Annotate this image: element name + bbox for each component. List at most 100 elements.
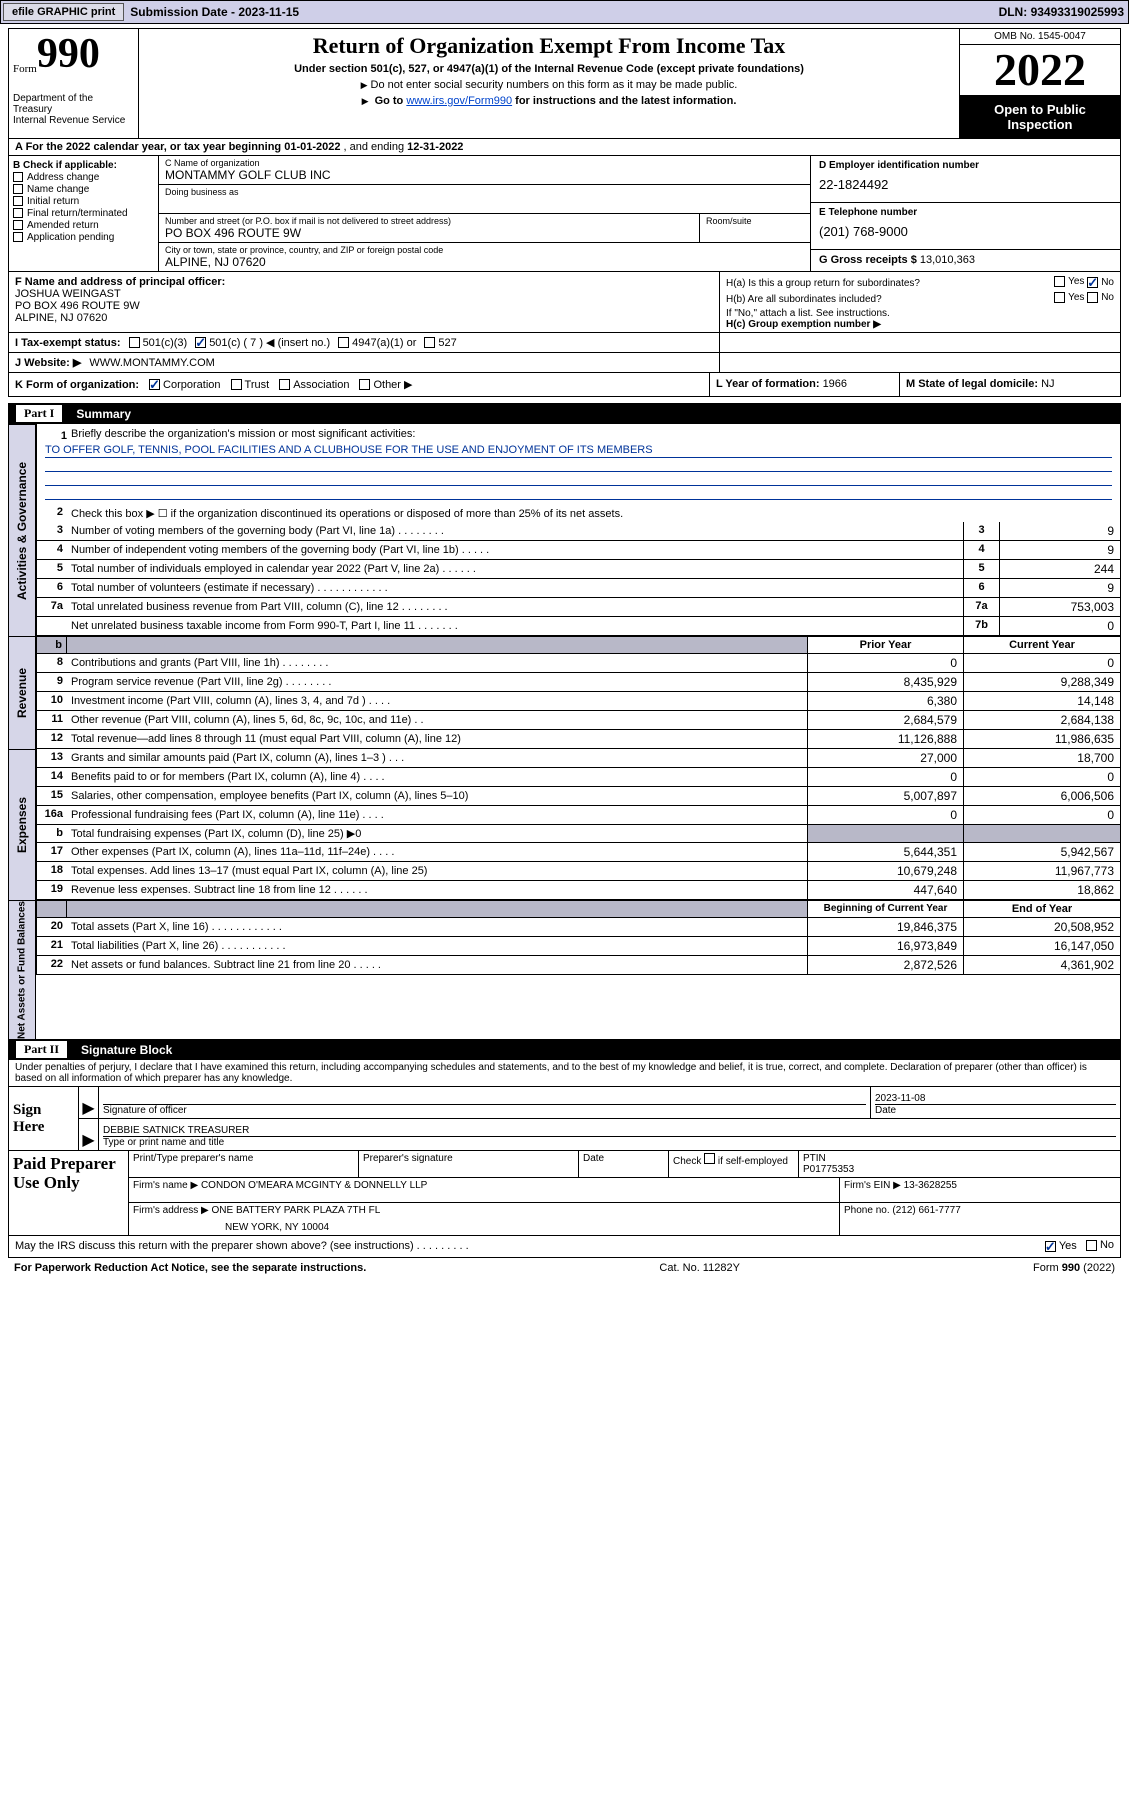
i-tax-exempt: I Tax-exempt status: 501(c)(3) 501(c) ( … [9,333,720,352]
line-9-prior: 8,435,929 [808,673,964,691]
form-header: Form990 Department of the Treasury Inter… [8,28,1121,139]
efile-print-button[interactable]: efile GRAPHIC print [3,3,124,21]
line-11-text: Other revenue (Part VIII, column (A), li… [67,711,808,729]
line-11-current: 2,684,138 [964,711,1120,729]
line-3-num: 3 [964,522,1000,540]
side-label-netassets: Net Assets or Fund Balances [8,900,36,1039]
l-year-formation: L Year of formation: 1966 [710,373,900,396]
c-city: City or town, state or province, country… [159,243,810,271]
line-8-prior: 0 [808,654,964,672]
mission-text: TO OFFER GOLF, TENNIS, POOL FACILITIES A… [45,444,1112,458]
officer-signature-line[interactable] [103,1089,866,1105]
k-form-of-org: K Form of organization: Corporation Trus… [9,373,710,396]
dln-label: DLN: 93493319025993 [995,5,1128,19]
d-ein: D Employer identification number 22-1824… [811,156,1120,203]
line-8-current: 0 [964,654,1120,672]
chk-name-change[interactable]: Name change [13,184,154,195]
officer-signature-label: Signature of officer [103,1105,866,1116]
line-14-text: Benefits paid to or for members (Part IX… [67,768,808,786]
line-18-prior: 10,679,248 [808,862,964,880]
col-end-year: End of Year [964,901,1120,917]
sign-here-label: Sign Here [9,1087,79,1150]
chk-initial-return[interactable]: Initial return [13,196,154,207]
form-subtitle: Under section 501(c), 527, or 4947(a)(1)… [147,63,951,75]
line-19-current: 18,862 [964,881,1120,899]
m-state-domicile: M State of legal domicile: NJ [900,373,1120,396]
officer-name-value: DEBBIE SATNICK TREASURER [103,1121,1116,1137]
line1-question: Briefly describe the organization's miss… [71,428,415,444]
line-b-current [964,825,1120,842]
form-title: Return of Organization Exempt From Incom… [147,33,951,59]
line-8-text: Contributions and grants (Part VIII, lin… [67,654,808,672]
side-label-governance: Activities & Governance [8,424,36,636]
chk-final-return[interactable]: Final return/terminated [13,208,154,219]
paid-preparer-label: Paid Preparer Use Only [9,1151,129,1235]
line-19-prior: 447,640 [808,881,964,899]
ha-no[interactable]: No [1087,277,1114,288]
chk-self-employed[interactable] [704,1153,715,1164]
chk-application-pending[interactable]: Application pending [13,232,154,243]
hc-label: H(c) Group exemption number ▶ [726,319,1114,330]
line-20-text: Total assets (Part X, line 16) . . . . .… [67,918,808,936]
ha-yes[interactable]: Yes [1054,276,1084,287]
line-18-current: 11,967,773 [964,862,1120,880]
line-14-current: 0 [964,768,1120,786]
k-corp[interactable]: Corporation [149,379,220,391]
sign-arrow-icon: ▶ [79,1087,99,1118]
k-assoc[interactable]: Association [279,379,349,391]
instructions-note: Go to www.irs.gov/Form990 for instructio… [147,95,951,107]
side-label-expenses: Expenses [8,749,36,900]
line-6-value: 9 [1000,579,1120,597]
line-14-prior: 0 [808,768,964,786]
hb-label: H(b) Are all subordinates included? [726,294,882,305]
col-begin-year: Beginning of Current Year [808,901,964,917]
line-22-text: Net assets or fund balances. Subtract li… [67,956,808,974]
ha-label: H(a) Is this a group return for subordin… [726,278,920,289]
c-org-name: C Name of organization MONTAMMY GOLF CLU… [159,156,810,185]
may-yes[interactable]: Yes [1045,1240,1077,1252]
i-527[interactable]: 527 [424,337,456,349]
irs-link[interactable]: www.irs.gov/Form990 [406,95,512,107]
line-13-prior: 27,000 [808,749,964,767]
line-10-prior: 6,380 [808,692,964,710]
b-heading: B Check if applicable: [13,160,117,171]
line-7b-value: 0 [1000,617,1120,635]
line-17-current: 5,942,567 [964,843,1120,861]
line-7a-value: 753,003 [1000,598,1120,616]
prep-date-header: Date [579,1151,669,1177]
penalty-statement: Under penalties of perjury, I declare th… [9,1060,1120,1087]
col-current-year: Current Year [964,637,1120,653]
dept-treasury: Department of the Treasury [13,93,134,115]
line-5-num: 5 [964,560,1000,578]
firm-phone: Phone no. (212) 661-7777 [840,1203,1120,1235]
side-label-revenue: Revenue [8,636,36,749]
i-501c3[interactable]: 501(c)(3) [129,337,188,349]
hb-no[interactable]: No [1087,292,1114,303]
line-7b-text: Net unrelated business taxable income fr… [67,617,964,635]
firm-address: Firm's address ▶ ONE BATTERY PARK PLAZA … [129,1203,840,1235]
chk-amended-return[interactable]: Amended return [13,220,154,231]
prep-selfemp: Check if self-employed [669,1151,799,1177]
row-a-tax-year: A For the 2022 calendar year, or tax yea… [8,139,1121,156]
line-10-text: Investment income (Part VIII, column (A)… [67,692,808,710]
line-9-current: 9,288,349 [964,673,1120,691]
may-no[interactable]: No [1086,1239,1114,1251]
line2-text: Check this box ▶ ☐ if the organization d… [67,504,1120,522]
line-20-prior: 19,846,375 [808,918,964,936]
line-17-prior: 5,644,351 [808,843,964,861]
i-4947[interactable]: 4947(a)(1) or [338,337,416,349]
f-principal-officer: F Name and address of principal officer:… [9,272,720,332]
line-11-prior: 2,684,579 [808,711,964,729]
line-12-text: Total revenue—add lines 8 through 11 (mu… [67,730,808,748]
k-trust[interactable]: Trust [231,379,270,391]
line-5-text: Total number of individuals employed in … [67,560,964,578]
line-b-text: Total fundraising expenses (Part IX, col… [67,825,808,842]
hb-yes[interactable]: Yes [1054,292,1084,303]
i-501c[interactable]: 501(c) ( 7 ) ◀ (insert no.) [195,336,330,349]
line-16a-text: Professional fundraising fees (Part IX, … [67,806,808,824]
h-group-return: H(a) Is this a group return for subordin… [720,272,1120,332]
form-number: Form990 [13,33,134,75]
prep-sig-header: Preparer's signature [359,1151,579,1177]
k-other[interactable]: Other ▶ [359,378,412,391]
chk-address-change[interactable]: Address change [13,172,154,183]
